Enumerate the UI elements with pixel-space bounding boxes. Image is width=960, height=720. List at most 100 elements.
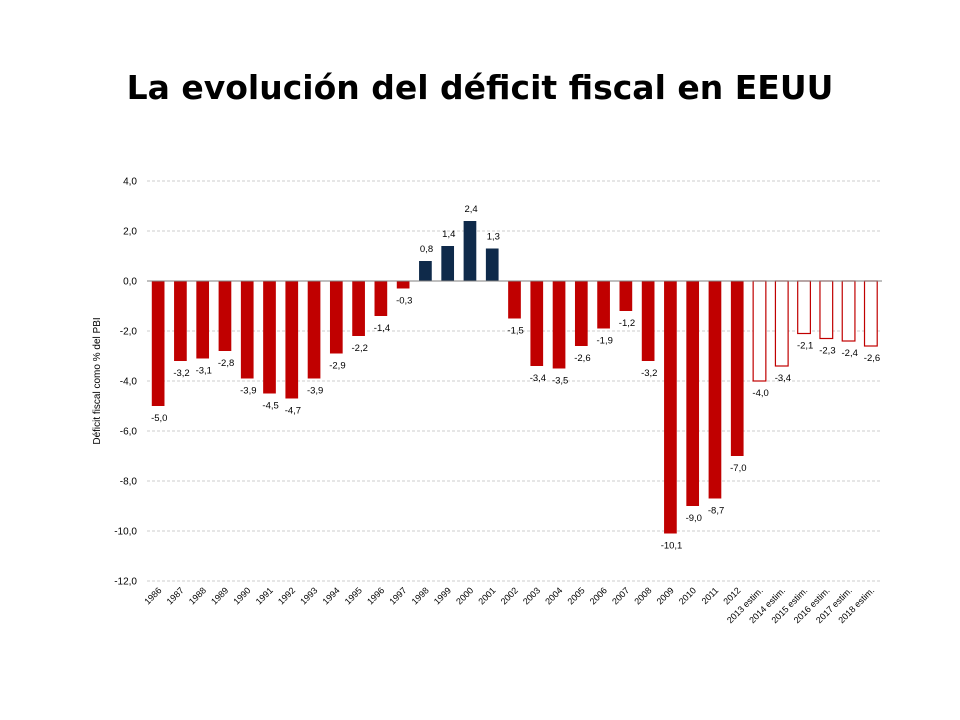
x-tick-label: 1999	[432, 585, 453, 606]
deficit-bar	[263, 281, 276, 394]
deficit-bar	[151, 281, 165, 406]
data-label: 0,8	[420, 244, 433, 255]
slide-title: La evolución del déficit fiscal en EEUU	[126, 68, 834, 107]
deficit-bar	[508, 281, 521, 319]
estimate-bar	[841, 280, 856, 342]
data-label: -1,9	[597, 336, 613, 347]
data-label: -4,5	[262, 401, 278, 412]
deficit-bar	[307, 281, 321, 379]
estimate-bar	[797, 280, 811, 335]
deficit-bar	[619, 281, 633, 311]
x-tick-label: 2002	[499, 585, 520, 606]
data-label: -2,4	[842, 348, 858, 359]
bars	[151, 221, 878, 534]
estimate-bar	[774, 280, 789, 367]
deficit-bar	[686, 281, 700, 506]
data-label: -4,7	[285, 406, 301, 417]
deficit-bar	[396, 281, 410, 289]
data-label: -5,0	[151, 413, 167, 424]
x-tick-label: 1993	[298, 585, 319, 606]
x-tick-label: 2010	[677, 585, 698, 606]
data-label: 1,3	[487, 232, 500, 243]
data-label: -0,3	[396, 296, 412, 307]
data-label: -1,5	[507, 326, 523, 337]
y-axis-ticks: 4,0 2,0 0,0 -2,0 -4,0 -6,0 -8,0 -10,0 -12,0	[114, 177, 137, 588]
data-label: -2,6	[574, 353, 590, 364]
x-tick-label: 1998	[410, 585, 431, 606]
x-tick-label: 1987	[165, 585, 186, 606]
deficit-bar	[196, 281, 210, 359]
deficit-bar	[285, 281, 299, 399]
deficit-bar	[174, 281, 187, 361]
data-label: -3,1	[196, 366, 212, 377]
deficit-bar	[708, 281, 722, 499]
y-tick-label: -2,0	[120, 327, 138, 338]
deficit-bar	[664, 281, 677, 534]
data-label: -7,0	[730, 463, 746, 474]
x-tick-label: 1996	[365, 585, 386, 606]
data-labels: -5,0 -3,2 -3,1 -2,8 -3,9 -4,5 -4,7 -3,9 -2,9 -2,2…	[151, 204, 880, 552]
data-label: -3,2	[641, 368, 657, 379]
deficit-bar	[574, 281, 588, 346]
x-tick-label: 1986	[142, 585, 163, 606]
surplus-bar	[441, 246, 455, 281]
data-label: -10,1	[661, 541, 683, 552]
surplus-bar	[463, 221, 477, 281]
data-label: 2,4	[464, 204, 477, 215]
x-tick-label: 2004	[543, 585, 564, 606]
data-label: -3,4	[775, 373, 791, 384]
y-tick-label: -4,0	[120, 377, 138, 388]
y-tick-label: -12,0	[114, 577, 137, 588]
deficit-bar	[530, 281, 544, 366]
data-label: -8,7	[708, 506, 724, 517]
x-tick-label: 2008	[632, 585, 653, 606]
x-tick-label: 1991	[254, 585, 275, 606]
deficit-bar	[329, 281, 343, 354]
data-label: -2,3	[819, 346, 835, 357]
estimate-bar	[863, 280, 878, 347]
surplus-bar	[419, 261, 432, 281]
y-tick-label: -6,0	[120, 427, 138, 438]
data-label: -1,4	[374, 323, 390, 334]
deficit-bar	[240, 281, 254, 379]
deficit-bar	[218, 281, 232, 351]
data-label: -3,5	[552, 376, 568, 387]
x-tick-label: 1992	[276, 585, 297, 606]
x-tick-label: 2003	[521, 585, 542, 606]
x-tick-label: 1994	[320, 585, 341, 606]
data-label: -2,8	[218, 358, 234, 369]
surplus-bar	[485, 248, 499, 281]
x-tick-label: 1990	[231, 585, 252, 606]
deficit-bar	[352, 281, 365, 336]
data-label: -3,9	[307, 386, 323, 397]
y-tick-label: -8,0	[120, 477, 138, 488]
x-axis-ticks: 1986 1987 1988 1989 1990 1991 1992 1993 1994 1995…	[142, 585, 876, 625]
data-label: -3,2	[173, 368, 189, 379]
y-tick-label: 4,0	[123, 177, 137, 188]
data-label: -1,2	[619, 318, 635, 329]
x-tick-label: 2007	[610, 585, 631, 606]
x-tick-label: 1995	[343, 585, 364, 606]
data-label: -2,6	[864, 353, 880, 364]
x-tick-label: 1988	[187, 585, 208, 606]
y-tick-label: 0,0	[123, 277, 137, 288]
x-tick-label: 2011	[700, 585, 721, 606]
x-tick-label: 2001	[476, 585, 497, 606]
x-tick-label: 1997	[387, 585, 408, 606]
deficit-bar	[374, 281, 388, 316]
x-tick-label: 2009	[655, 585, 676, 606]
data-label: -9,0	[686, 513, 702, 524]
data-label: -2,9	[329, 361, 345, 372]
data-label: -3,9	[240, 386, 256, 397]
gridlines	[147, 180, 882, 582]
x-tick-label: 2000	[454, 585, 475, 606]
estimate-bar	[819, 280, 834, 340]
data-label: -2,1	[797, 341, 813, 352]
deficit-bar	[730, 281, 744, 456]
deficit-bar	[552, 281, 566, 369]
deficit-bar	[597, 281, 610, 329]
y-tick-label: -10,0	[114, 527, 137, 538]
y-axis-title: Déficit fiscal como % del PBI	[92, 317, 103, 444]
data-label: -4,0	[752, 388, 768, 399]
